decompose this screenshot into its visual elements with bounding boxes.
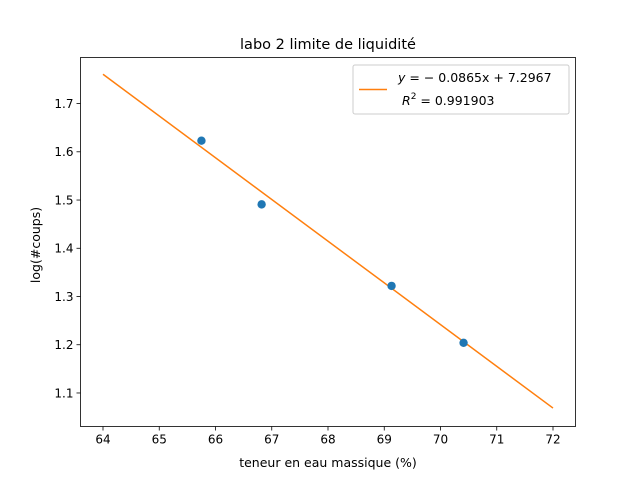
data-point-4: [459, 338, 468, 348]
y-tick-label-6: 1.7: [54, 97, 73, 111]
y-tick-label-2: 1.3: [54, 290, 73, 304]
legend-r-squared: R2 = 0.991903: [402, 92, 495, 108]
x-tick-label-67: 67: [264, 433, 279, 447]
data-point-3: [387, 281, 396, 291]
x-tick-label-68: 68: [320, 433, 335, 447]
y-tick-label-4: 1.5: [54, 193, 73, 207]
axis-ticks: 64 65 66 67 68 69 70 71 72 1.1 1.2 1.3 1.4 1.5 1.6 1.7: [54, 97, 560, 447]
x-tick-label-66: 66: [208, 433, 223, 447]
chart-title: labo 2 limite de liquidité: [240, 37, 416, 53]
data-point-1: [197, 136, 206, 145]
axes-frame: [80, 57, 576, 427]
y-tick-label-1: 1.2: [54, 338, 73, 352]
x-tick-label-72: 72: [545, 433, 560, 447]
y-axis-label: log(#coups): [28, 207, 43, 283]
x-tick-label-65: 65: [152, 433, 167, 447]
x-tick-label-70: 70: [433, 433, 448, 447]
plot-area: [102, 73, 554, 409]
data-point-2: [257, 200, 266, 209]
legend-frame: [352, 64, 570, 115]
x-axis-label: teneur en eau massique (%): [239, 455, 417, 470]
regression-line: [102, 73, 554, 409]
x-tick-label-71: 71: [489, 433, 504, 447]
x-tick-label-69: 69: [377, 433, 392, 447]
y-tick-label-0: 1.1: [54, 386, 73, 400]
x-tick-label-64: 64: [95, 433, 110, 447]
y-tick-label-5: 1.6: [54, 145, 73, 159]
legend-equation: y = − 0.0865x + 7.2967: [397, 70, 552, 85]
legend: y = − 0.0865x + 7.2967 R2 = 0.991903: [352, 64, 570, 115]
y-tick-label-3: 1.4: [54, 242, 73, 256]
